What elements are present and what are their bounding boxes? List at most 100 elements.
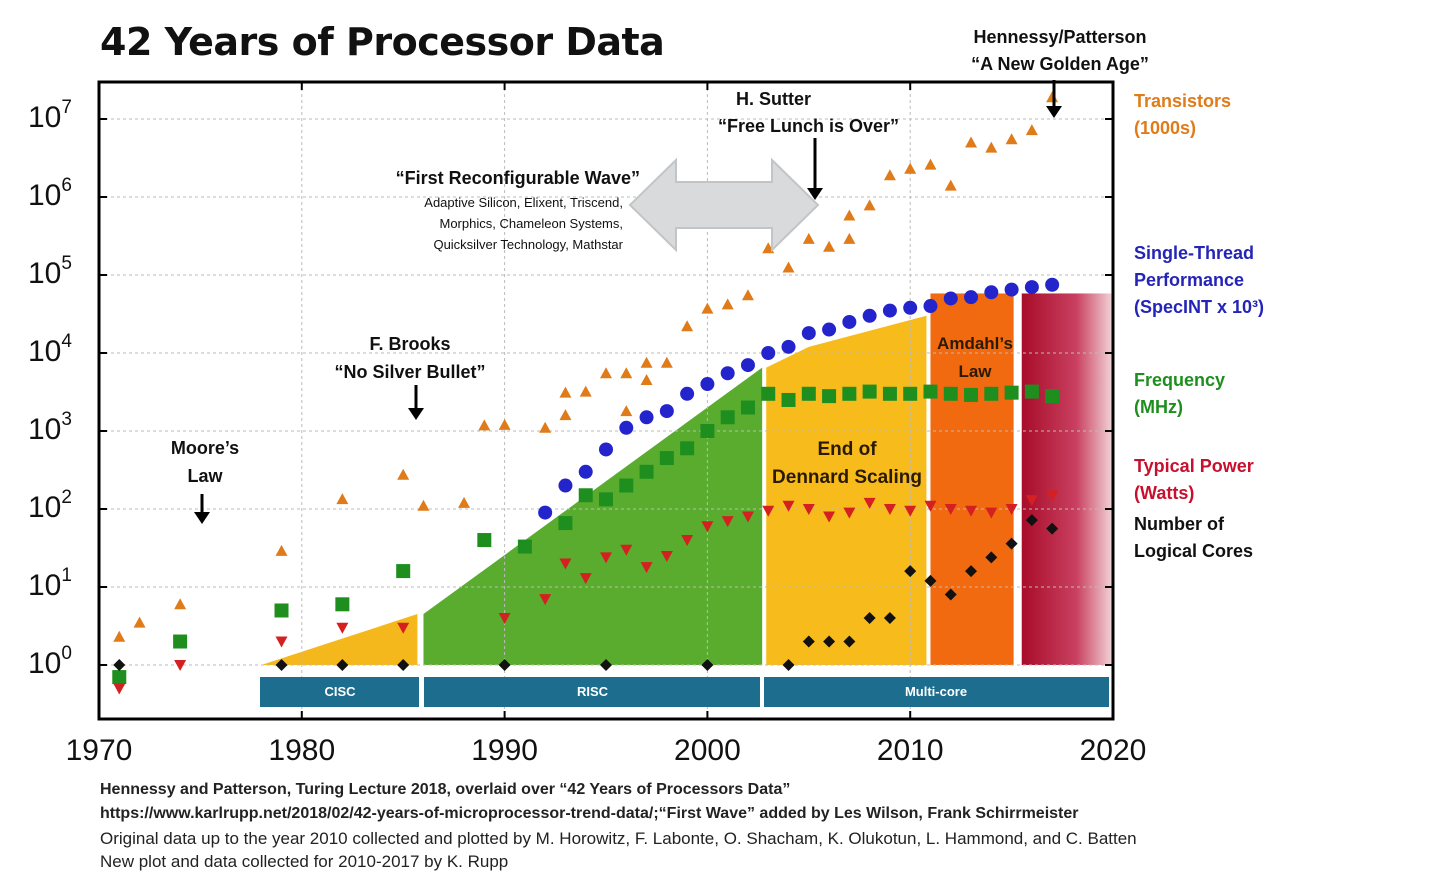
era-regions bbox=[261, 293, 1113, 665]
amdahl-region bbox=[930, 293, 1014, 665]
cores-point bbox=[863, 612, 876, 625]
frequency-point bbox=[1024, 384, 1039, 399]
cisc-region bbox=[261, 614, 418, 665]
frequency-point bbox=[903, 386, 918, 401]
brooks-arrow-head bbox=[408, 408, 424, 420]
transistor-point bbox=[620, 405, 633, 417]
performance-point bbox=[903, 300, 918, 315]
cores-point bbox=[782, 659, 795, 671]
frequency-point bbox=[619, 478, 634, 493]
frequency-point bbox=[740, 400, 755, 415]
power-point bbox=[701, 521, 714, 533]
performance-point bbox=[862, 308, 877, 323]
hennessy-annotation: Hennessy/Patterson “A New Golden Age” bbox=[971, 27, 1149, 74]
power-point bbox=[336, 622, 349, 634]
power-point bbox=[944, 504, 957, 515]
transistor-point bbox=[174, 598, 187, 610]
transistor-point bbox=[336, 493, 349, 505]
power-point bbox=[681, 535, 694, 547]
x-tick-label: 2020 bbox=[1079, 734, 1147, 767]
golden-age-region bbox=[1021, 293, 1113, 665]
frequency-point bbox=[477, 533, 492, 548]
performance-point bbox=[822, 322, 837, 337]
cores-point bbox=[336, 659, 349, 671]
power-point bbox=[985, 507, 998, 519]
cores-point bbox=[113, 659, 126, 671]
performance-point bbox=[781, 339, 796, 354]
transistor-point bbox=[133, 616, 146, 628]
transistor-point bbox=[559, 386, 572, 398]
power-point bbox=[397, 622, 410, 634]
brooks-annotation: F. Brooks “No Silver Bullet” bbox=[334, 334, 486, 382]
transistor-point bbox=[559, 409, 572, 421]
frequency-point bbox=[720, 410, 735, 425]
performance-point bbox=[599, 442, 613, 457]
era-risc: RISC bbox=[576, 684, 609, 699]
hennessy-arrow-head bbox=[1046, 106, 1062, 118]
dennard-label: End of Dennard Scaling bbox=[772, 439, 922, 488]
frequency-point bbox=[943, 386, 958, 401]
transistor-point bbox=[863, 199, 876, 211]
transistor-point bbox=[843, 232, 856, 244]
amdahl-label: Amdahl’s Law bbox=[937, 334, 1013, 381]
frequency-point bbox=[761, 386, 776, 401]
power-point bbox=[721, 516, 734, 528]
legend-frequency: Frequency (MHz) bbox=[1134, 370, 1226, 417]
cores-point bbox=[823, 635, 836, 648]
power-point bbox=[741, 511, 754, 523]
transistor-point bbox=[802, 232, 815, 244]
performance-point bbox=[720, 366, 735, 381]
dennard-region bbox=[766, 315, 927, 665]
frequency-point bbox=[882, 386, 897, 401]
era-bar-cisc bbox=[260, 677, 419, 707]
cores-point bbox=[275, 659, 288, 671]
cores-point bbox=[904, 565, 917, 578]
power-point bbox=[174, 660, 187, 671]
frequency-point bbox=[659, 451, 674, 466]
power-point bbox=[843, 507, 856, 519]
sutter-arrow-head bbox=[807, 188, 823, 200]
frequency-point bbox=[558, 516, 573, 531]
cores-point bbox=[397, 659, 410, 671]
plot-frame bbox=[97, 80, 1115, 721]
transistor-point bbox=[782, 261, 795, 273]
power-point bbox=[1025, 495, 1038, 507]
legend-performance: Single-Thread Performance (SpecINT x 10³) bbox=[1134, 243, 1265, 317]
power-point bbox=[802, 504, 815, 515]
moores-law-arrow-head bbox=[194, 512, 210, 524]
legend-transistors: Transistors (1000s) bbox=[1134, 91, 1232, 138]
frequency-point bbox=[112, 670, 127, 685]
frequency-point bbox=[335, 597, 350, 612]
transistor-point bbox=[620, 367, 633, 379]
transistor-point bbox=[823, 240, 836, 252]
power-point bbox=[904, 505, 917, 517]
power-point bbox=[559, 558, 572, 570]
transistor-point bbox=[640, 356, 653, 368]
frequency-point bbox=[639, 464, 654, 479]
cores-point bbox=[498, 659, 511, 671]
frequency-point bbox=[923, 384, 938, 399]
x-tick-label: 1980 bbox=[268, 734, 336, 767]
cores-point bbox=[600, 659, 612, 671]
y-tick-label: 103 bbox=[28, 409, 72, 446]
transistor-point bbox=[883, 169, 896, 181]
reconfig-companies: Adaptive Silicon, Elixent, Triscend, Mor… bbox=[424, 195, 623, 252]
frequency-point bbox=[396, 564, 411, 579]
transistor-point bbox=[397, 468, 410, 480]
era-bar-multicore bbox=[764, 677, 1109, 707]
y-tick-label: 104 bbox=[28, 331, 72, 368]
cores-point bbox=[883, 612, 896, 625]
performance-point bbox=[923, 299, 938, 314]
cores-point bbox=[924, 574, 937, 587]
cores-point bbox=[965, 565, 978, 578]
cores-point bbox=[1025, 514, 1038, 527]
transistor-point bbox=[458, 496, 471, 508]
cores-point bbox=[1005, 537, 1018, 550]
transistor-point bbox=[924, 158, 937, 170]
frequency-point bbox=[578, 488, 593, 503]
reconfig-title: “First Reconfigurable Wave” bbox=[395, 168, 640, 188]
performance-point bbox=[639, 410, 654, 425]
power-point bbox=[924, 500, 937, 512]
cores-point bbox=[802, 635, 815, 648]
